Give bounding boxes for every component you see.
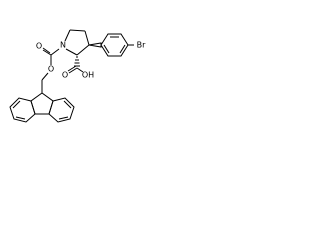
atom-label: OH: [82, 71, 94, 80]
atom-label: O: [62, 71, 68, 80]
atom-label: O: [36, 42, 42, 51]
bonds: [9, 29, 134, 123]
atom-labels: N O O O OH Br: [36, 41, 146, 80]
atom-label: O: [48, 65, 54, 74]
hash-bond: [74, 56, 80, 67]
atom-label: N: [60, 41, 66, 50]
atom-label: Br: [137, 41, 146, 50]
molecule-diagram: N O O O OH Br: [9, 29, 146, 123]
